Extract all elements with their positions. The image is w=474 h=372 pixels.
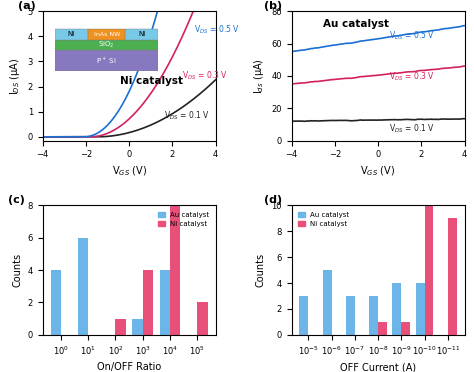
Bar — [160, 270, 170, 335]
Text: V$_{DS}$ = 0.1 V: V$_{DS}$ = 0.1 V — [164, 110, 210, 122]
Bar — [392, 283, 401, 335]
Bar — [143, 270, 153, 335]
Bar — [448, 218, 456, 335]
Bar — [51, 270, 61, 335]
Legend: Au catalyst, Ni catalyst: Au catalyst, Ni catalyst — [155, 209, 212, 230]
Bar — [78, 238, 88, 335]
Bar — [401, 322, 410, 335]
Bar — [116, 318, 126, 335]
Text: (c): (c) — [8, 195, 25, 205]
Bar — [425, 205, 433, 335]
Y-axis label: I$_{ds}$ (μA): I$_{ds}$ (μA) — [252, 58, 266, 94]
Text: (d): (d) — [264, 195, 282, 205]
Text: V$_{DS}$ = 0.3 V: V$_{DS}$ = 0.3 V — [389, 70, 435, 83]
Y-axis label: Counts: Counts — [256, 253, 266, 287]
Text: V$_{DS}$ = 0.5 V: V$_{DS}$ = 0.5 V — [389, 30, 435, 42]
Legend: Au catalyst, Ni catalyst: Au catalyst, Ni catalyst — [295, 209, 352, 230]
X-axis label: V$_{GS}$ (V): V$_{GS}$ (V) — [111, 165, 146, 179]
Text: (a): (a) — [18, 1, 36, 10]
Text: V$_{DS}$ = 0.5 V: V$_{DS}$ = 0.5 V — [194, 24, 240, 36]
Text: V$_{DS}$ = 0.1 V: V$_{DS}$ = 0.1 V — [389, 123, 435, 135]
Bar — [378, 322, 387, 335]
Bar — [197, 302, 208, 335]
X-axis label: OFF Current (A): OFF Current (A) — [340, 362, 416, 372]
Y-axis label: I$_{DS}$ (μA): I$_{DS}$ (μA) — [8, 57, 22, 94]
Bar — [346, 296, 355, 335]
Bar — [300, 296, 308, 335]
Text: V$_{DS}$ = 0.3 V: V$_{DS}$ = 0.3 V — [182, 69, 228, 81]
Text: (b): (b) — [264, 1, 282, 10]
Y-axis label: Counts: Counts — [12, 253, 22, 287]
X-axis label: V$_{GS}$ (V): V$_{GS}$ (V) — [361, 165, 396, 179]
Text: Ni catalyst: Ni catalyst — [120, 76, 183, 86]
Bar — [132, 318, 143, 335]
Bar — [323, 270, 332, 335]
Bar — [416, 283, 425, 335]
Bar — [170, 205, 181, 335]
Bar — [369, 296, 378, 335]
Text: Au catalyst: Au catalyst — [323, 19, 389, 29]
X-axis label: On/OFF Ratio: On/OFF Ratio — [97, 362, 161, 372]
